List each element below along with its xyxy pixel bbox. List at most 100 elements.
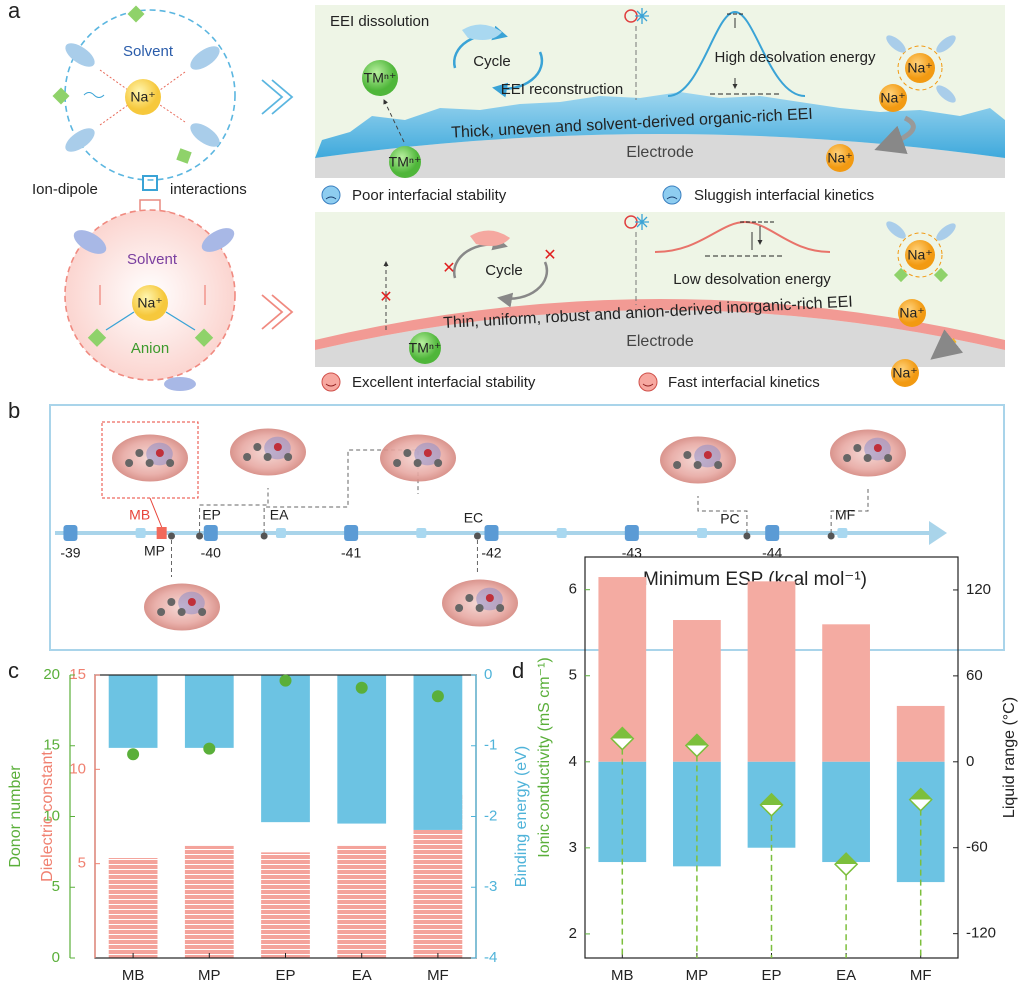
dissolution-label: EEI dissolution (330, 13, 429, 30)
bar (747, 581, 796, 762)
major-tick (203, 525, 218, 541)
y-tick-label: 3 (569, 839, 577, 856)
y2-tick-label: -3 (484, 878, 497, 895)
solvation-bottom: Solvent Na⁺ Anion (64, 209, 236, 391)
x-tick-label: -39 (60, 545, 80, 561)
point (196, 532, 204, 540)
minor-tick (556, 528, 567, 538)
tm-label: TMⁿ⁺ (364, 70, 397, 86)
point (827, 532, 835, 540)
point (355, 681, 368, 694)
point (127, 748, 140, 761)
minor-tick (135, 528, 146, 538)
connector (263, 449, 419, 533)
minor-tick (416, 528, 427, 538)
bar (108, 675, 158, 748)
tm-label: TMⁿ⁺ (389, 154, 422, 170)
y3-tick-label: 5 (52, 878, 60, 895)
y-tick-label: 10 (69, 760, 86, 777)
chevron (261, 294, 294, 330)
point-label: MF (835, 507, 855, 523)
bottom-scheme: Thin, uniform, robust and anion-derived … (315, 212, 1005, 387)
y2-tick-label: -1 (484, 737, 497, 754)
tm-label: TMⁿ⁺ (409, 340, 442, 356)
point (156, 527, 167, 539)
axis-title: Donor number (7, 765, 24, 868)
minor-tick (275, 528, 286, 538)
panel-label: b (8, 398, 20, 423)
energy-label: High desolvation energy (715, 49, 876, 66)
top-scheme: Thick, uneven and solvent-derived organi… (315, 5, 1005, 178)
bar (261, 852, 310, 958)
point (908, 787, 933, 812)
x-tick-label: EA (352, 967, 372, 984)
na-label: Na⁺ (907, 247, 932, 263)
panel-label: c (8, 658, 19, 683)
reconstruction-label: EEI reconstruction (501, 81, 624, 98)
chevron (261, 79, 294, 115)
interaction-label: interactions (170, 181, 247, 198)
y-tick-label: 15 (69, 666, 86, 683)
y-tick-label: 5 (569, 667, 577, 684)
block-mark: ✕ (442, 260, 455, 277)
major-tick (484, 525, 499, 541)
point-label: MB (129, 507, 150, 523)
solvation-top: Solvent Na⁺ (52, 5, 236, 181)
na-label: Na⁺ (899, 305, 924, 321)
bar (822, 761, 870, 863)
point (203, 742, 216, 755)
x-tick-label: MF (910, 967, 932, 984)
solvent-label: Solvent (127, 251, 178, 268)
x-tick-label: -41 (341, 545, 361, 561)
y3-tick-label: 15 (43, 737, 60, 754)
point (834, 852, 859, 877)
na-label: Na⁺ (827, 150, 852, 166)
bottom-outcomes: Excellent interfacial stability Fast int… (321, 372, 820, 392)
outcome-label: Sluggish interfacial kinetics (694, 187, 874, 204)
point (743, 532, 751, 540)
y2-tick-label: -4 (484, 949, 497, 966)
outcome-label: Poor interfacial stability (352, 187, 507, 204)
x-tick-label: EP (275, 967, 295, 984)
major-tick (624, 525, 639, 541)
electrode-label: Electrode (626, 144, 694, 161)
x-tick-label: -44 (762, 545, 782, 561)
bar (337, 845, 387, 958)
axis-arrow (929, 521, 947, 545)
cycle-label: Cycle (473, 53, 511, 70)
major-tick (765, 525, 780, 541)
bar (896, 705, 945, 762)
x-tick-label: -42 (481, 545, 501, 561)
bar (261, 675, 310, 823)
major-tick (63, 525, 78, 541)
panel-label: d (512, 658, 524, 683)
na-label: Na⁺ (892, 365, 917, 381)
y2-tick-label: -120 (966, 925, 996, 942)
minor-tick (697, 528, 708, 538)
axis-title: Dielectric constant (39, 751, 56, 882)
point (473, 532, 481, 540)
bar (822, 624, 870, 762)
point (610, 726, 635, 751)
axis-title: Binding energy (eV) (513, 746, 530, 887)
outcome-label: Fast interfacial kinetics (668, 374, 820, 391)
major-tick (344, 525, 359, 541)
cation-label: Na⁺ (137, 295, 162, 311)
point (759, 792, 784, 817)
y3-tick-label: 10 (43, 807, 60, 824)
x-tick-label: MP (686, 967, 709, 984)
x-tick-label: -43 (622, 545, 642, 561)
y-tick-label: 5 (78, 855, 86, 872)
y3-tick-label: 20 (43, 666, 60, 683)
y-tick-label: 4 (569, 753, 577, 770)
top-outcomes: Poor interfacial stability Sluggish inte… (321, 185, 874, 205)
minor-tick (837, 528, 848, 538)
point (431, 690, 444, 703)
x-tick-label: MP (198, 967, 221, 984)
point-label: EA (270, 507, 289, 523)
x-tick-label: EA (836, 967, 856, 984)
y2-tick-label: -60 (966, 839, 988, 856)
na-label: Na⁺ (880, 90, 905, 106)
